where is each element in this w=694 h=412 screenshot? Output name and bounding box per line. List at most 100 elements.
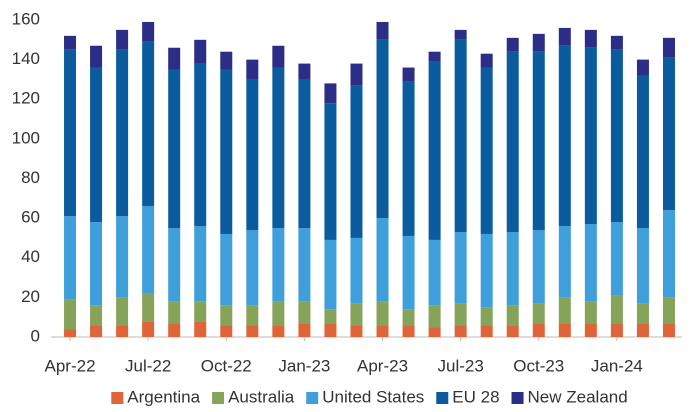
bar-segment (246, 230, 259, 306)
bar-segment (506, 51, 519, 232)
bar-segment (662, 57, 675, 211)
legend-label: Argentina (127, 387, 200, 406)
legend-swatch (212, 392, 225, 404)
bar-segment (272, 301, 285, 326)
bar-segment (168, 301, 181, 324)
bar-segment (428, 51, 441, 62)
bar-segment (64, 299, 77, 330)
legend-swatch (111, 392, 124, 404)
x-tick-label: Oct-22 (201, 356, 252, 375)
bar-segment (584, 29, 597, 48)
bar-segment (272, 67, 285, 229)
legend-swatch (436, 392, 449, 404)
bar-segment (350, 325, 363, 337)
bar-segment (246, 79, 259, 231)
bar-segment (532, 230, 545, 304)
bar-segment (636, 59, 649, 76)
bar-segment (610, 222, 623, 296)
legend-item: United States (306, 387, 424, 406)
bar-segment (376, 218, 389, 302)
bar-segment (584, 301, 597, 324)
bar-segment (116, 216, 129, 298)
bar-segment (272, 228, 285, 302)
bar-segment (220, 305, 233, 326)
bar-segment (272, 45, 285, 68)
bar-segment (558, 226, 571, 298)
bar-segment (402, 81, 415, 236)
bar-segment (220, 69, 233, 234)
x-tick-label: Oct-23 (513, 356, 564, 375)
bar-segment (324, 103, 337, 240)
bar-segment (506, 37, 519, 52)
bar-segment (116, 325, 129, 337)
bar-segment (480, 325, 493, 337)
legend-item: Australia (212, 387, 295, 406)
bar-segment (532, 323, 545, 337)
y-tick-label: 100 (12, 128, 40, 147)
bar-segment (376, 325, 389, 337)
bar-segment (584, 323, 597, 337)
bar-segment (116, 297, 129, 326)
bar-segment (610, 323, 623, 337)
bar-segment (298, 323, 311, 337)
bar-segment (480, 233, 493, 308)
bar-segment (90, 222, 103, 306)
y-tick-label: 0 (31, 326, 40, 345)
bar-segment (636, 323, 649, 337)
bar-segment (350, 237, 363, 304)
bar-segment (168, 69, 181, 229)
x-tick-label: Jan-24 (591, 356, 643, 375)
bar-segment (142, 41, 155, 207)
bar-segment (558, 45, 571, 227)
x-tick-label: Jul-22 (125, 356, 171, 375)
bar-segment (246, 305, 259, 326)
bar-segment (194, 39, 207, 64)
bar-segment (90, 45, 103, 68)
bar-segment (428, 61, 441, 240)
bar-segment (402, 309, 415, 326)
bar-segment (532, 303, 545, 324)
bar-segment (298, 63, 311, 80)
bar-segment (350, 303, 363, 326)
bar-segment (506, 305, 519, 326)
bar-segment (454, 39, 467, 232)
bar-segment (532, 33, 545, 52)
x-tick-label: Apr-23 (357, 356, 408, 375)
bar-segment (584, 47, 597, 225)
bar-segment (662, 323, 675, 337)
y-tick-label: 140 (12, 49, 40, 68)
bar-segment (402, 325, 415, 337)
y-tick-label: 80 (21, 168, 40, 187)
bar-segment (558, 297, 571, 324)
x-tick-label: Jul-23 (437, 356, 483, 375)
bar-segment (142, 321, 155, 337)
bar-segment (64, 49, 77, 217)
bar-segment (610, 295, 623, 324)
y-tick-label: 20 (21, 287, 40, 306)
bar-segment (428, 239, 441, 306)
bar-segment (454, 325, 467, 337)
bar-segment (298, 228, 311, 302)
bar-segment (246, 59, 259, 80)
bar-segment (298, 301, 311, 324)
bar-segment (220, 325, 233, 337)
bar-segment (454, 303, 467, 326)
legend-item: Argentina (111, 387, 201, 406)
x-tick-label: Apr-22 (45, 356, 96, 375)
bar-segment (246, 325, 259, 337)
y-tick-label: 160 (12, 9, 40, 28)
bar-segment (272, 325, 285, 337)
bar-segment (220, 51, 233, 70)
bar-segment (324, 323, 337, 337)
bar-segment (480, 307, 493, 326)
bar-segment (142, 293, 155, 322)
bar-segment (454, 231, 467, 304)
bar-segment (194, 63, 207, 227)
bar-segment (64, 329, 77, 337)
bar-segment (376, 301, 389, 326)
bar-segment (350, 63, 363, 86)
bar-segment (168, 228, 181, 302)
bar-segment (610, 35, 623, 50)
bar-segment (324, 309, 337, 324)
